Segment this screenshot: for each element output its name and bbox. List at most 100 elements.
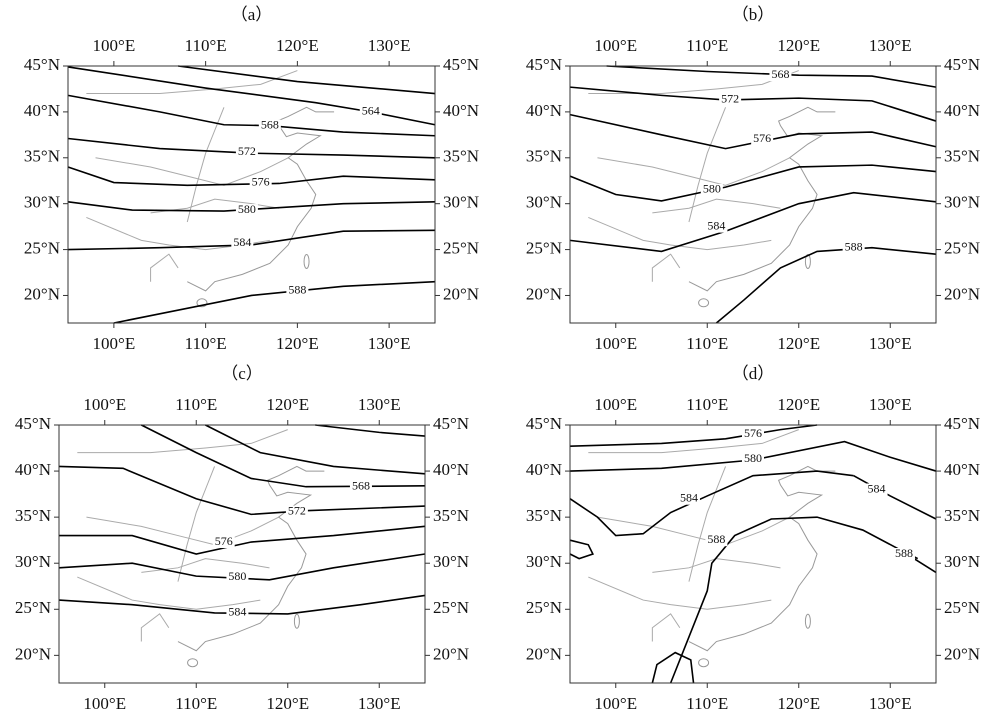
contour-label-bg [258, 119, 281, 132]
y-tick-label: 40°N [526, 460, 562, 479]
x-tick-label: 110°E [686, 694, 728, 713]
x-tick-label: 110°E [185, 334, 227, 353]
y-tick-label: 35°N [526, 506, 562, 525]
contour [58, 594, 426, 615]
island [804, 613, 811, 629]
x-tick-label: 110°E [686, 395, 728, 414]
border [177, 466, 216, 582]
x-tick-label: 110°E [686, 334, 728, 353]
y-tick-label: 40°N [443, 101, 479, 120]
contour-label: 568 [771, 67, 789, 81]
y-tick-label: 25°N [944, 238, 980, 257]
contour-label-bg [235, 204, 258, 217]
map-frame [569, 424, 937, 684]
contour-label: 572 [288, 503, 306, 517]
contour-label: 584 [233, 235, 251, 249]
x-tick-label: 100°E [594, 395, 637, 414]
border [597, 516, 790, 546]
contour-label-bg [286, 284, 309, 297]
y-tick-label: 35°N [24, 147, 60, 166]
border [597, 157, 790, 186]
border [186, 107, 225, 223]
y-tick-label: 25°N [24, 238, 60, 257]
y-tick-label: 25°N [443, 238, 479, 257]
contour-label: 576 [252, 174, 270, 188]
x-tick-label: 130°E [869, 334, 912, 353]
contour-label: 580 [703, 182, 721, 196]
contour [569, 539, 594, 560]
contour [715, 246, 937, 324]
y-tick-label: 25°N [944, 598, 980, 617]
contour [569, 440, 937, 472]
y-tick-label: 40°N [526, 101, 562, 120]
map-frame [67, 65, 436, 324]
contour-label: 584 [707, 218, 725, 232]
y-tick-label: 20°N [15, 644, 51, 663]
contour-label: 588 [895, 546, 913, 560]
border [588, 216, 772, 251]
x-tick-label: 120°E [777, 334, 820, 353]
island [303, 254, 310, 270]
contour-label: 568 [352, 478, 370, 492]
island [804, 254, 811, 270]
contour-label: 584 [680, 490, 698, 504]
border [588, 576, 772, 610]
contour [315, 424, 426, 437]
y-tick-label: 45°N [15, 414, 51, 433]
contour [67, 66, 436, 126]
x-tick-label: 130°E [368, 36, 411, 55]
contour [67, 201, 436, 212]
contour [569, 191, 937, 253]
x-tick-label: 120°E [276, 334, 319, 353]
contour-label-bg [212, 536, 235, 549]
y-tick-label: 30°N [15, 552, 51, 571]
contour-label: 568 [261, 117, 279, 131]
island [698, 658, 710, 668]
contour [651, 651, 695, 684]
border [150, 253, 179, 282]
contour-label-bg [231, 237, 254, 250]
y-tick-label: 40°N [944, 460, 980, 479]
y-tick-label: 20°N [443, 284, 479, 303]
contour-label: 584 [868, 481, 886, 495]
contour [177, 65, 436, 95]
contour-label-bg [719, 93, 742, 106]
x-tick-label: 130°E [869, 36, 912, 55]
x-tick-label: 100°E [594, 694, 637, 713]
contour-label: 580 [228, 569, 246, 583]
y-tick-label: 25°N [526, 238, 562, 257]
map-panel: （c） 568 572 576 580 584 100°E 100°E 110°E 110°E 12… [15, 364, 469, 713]
x-tick-label: 130°E [869, 395, 912, 414]
border [652, 558, 781, 573]
x-tick-label: 100°E [93, 36, 136, 55]
x-tick-label: 100°E [594, 36, 637, 55]
contour [113, 280, 436, 324]
contour-label-bg [742, 453, 764, 466]
contour-label: 588 [845, 239, 863, 253]
contour-label: 564 [362, 104, 380, 118]
contour-label-bg [235, 146, 258, 159]
y-tick-label: 45°N [443, 55, 479, 74]
x-tick-label: 120°E [777, 395, 820, 414]
contour [569, 86, 937, 122]
contour-label: 576 [215, 534, 233, 548]
border [140, 613, 170, 642]
contour [59, 525, 426, 555]
x-tick-label: 120°E [777, 36, 820, 55]
coastline [688, 465, 836, 652]
y-tick-label: 20°N [944, 644, 980, 663]
y-tick-label: 30°N [443, 193, 479, 212]
y-tick-label: 35°N [15, 506, 51, 525]
border [95, 157, 289, 186]
contour [569, 470, 854, 537]
contour-label: 588 [707, 532, 725, 546]
contour-label: 580 [238, 202, 256, 216]
border [651, 253, 681, 282]
border [652, 198, 781, 214]
x-tick-label: 120°E [266, 395, 309, 414]
border [688, 107, 727, 223]
x-tick-label: 130°E [869, 694, 912, 713]
contour-label-bg [769, 69, 792, 82]
y-tick-label: 30°N [526, 193, 562, 212]
map-frame [58, 424, 426, 684]
